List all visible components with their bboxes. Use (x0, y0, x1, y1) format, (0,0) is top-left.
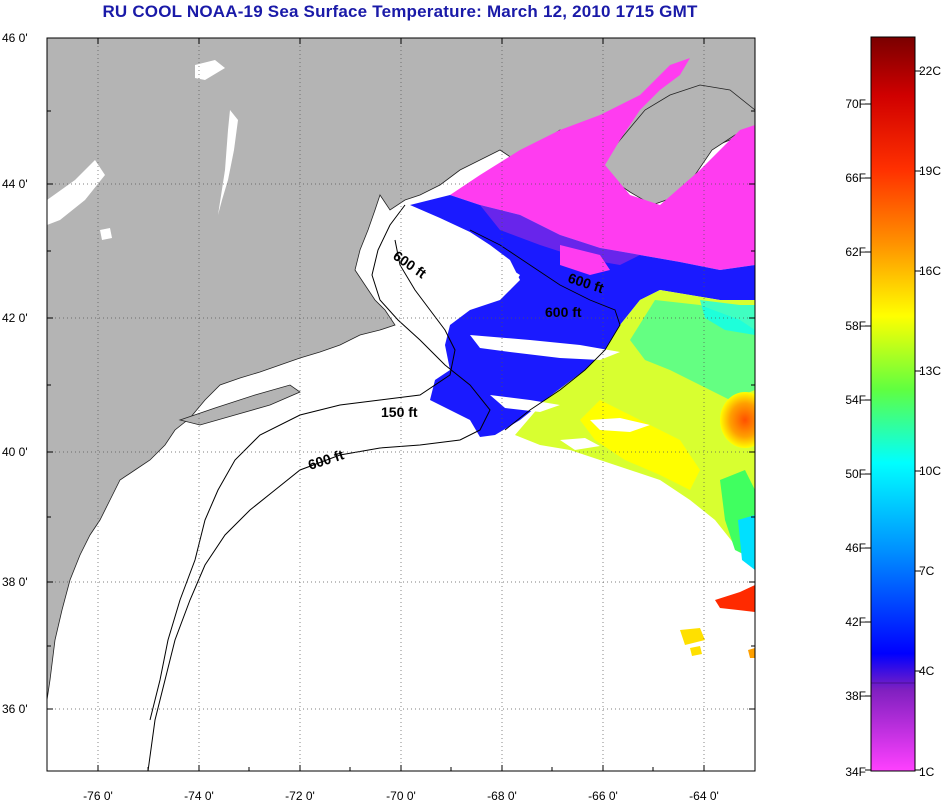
colorbar-f-label: 66F (845, 171, 866, 185)
lon-tick-label: -72 0' (285, 789, 315, 803)
colorbar-f-label: 46F (845, 541, 866, 555)
lat-tick-label: 42 0' (2, 311, 28, 325)
lon-tick-label: -74 0' (184, 789, 214, 803)
sst-hot-patch (715, 585, 755, 612)
lat-tick-label: 36 0' (2, 702, 28, 716)
lon-tick-label: -70 0' (386, 789, 416, 803)
colorbar-f-label: 70F (845, 97, 866, 111)
colorbar-c-label: 13C (919, 364, 941, 378)
contour-label: 600 ft (545, 304, 582, 320)
contour-600ft (147, 204, 491, 771)
contour-150ft (149, 239, 456, 721)
colorbar-f-label: 58F (845, 319, 866, 333)
sst-warm-eddy (720, 392, 755, 448)
lon-tick-label: -76 0' (83, 789, 113, 803)
colorbar-c-label: 1C (919, 765, 935, 779)
colorbar-f-label: 38F (845, 689, 866, 703)
lat-tick-label: 38 0' (2, 575, 28, 589)
colorbar-f-label: 62F (845, 245, 866, 259)
lat-tick-label: 40 0' (2, 445, 28, 459)
contour-label: 150 ft (381, 404, 418, 420)
sst-cold-magenta (450, 58, 755, 270)
colorbar-c-label: 7C (919, 564, 935, 578)
colorbar-f-label: 42F (845, 615, 866, 629)
sst-cold-blue (410, 195, 755, 437)
lat-tick-label: 46 0' (2, 31, 28, 45)
lon-tick-label: -68 0' (487, 789, 517, 803)
lon-tick-label: -64 0' (689, 789, 719, 803)
colorbar-f-label: 54F (845, 393, 866, 407)
colorbar-f-label: 50F (845, 467, 866, 481)
colorbar-c-label: 22C (919, 64, 941, 78)
colorbar-c-label: 10C (919, 464, 941, 478)
lat-tick-label: 44 0' (2, 177, 28, 191)
colorbar-c-label: 19C (919, 164, 941, 178)
map-title: RU COOL NOAA-19 Sea Surface Temperature:… (102, 2, 698, 21)
colorbar-c-label: 4C (919, 664, 935, 678)
colorbar-f-label: 34F (845, 765, 866, 779)
colorbar-c-label: 16C (919, 264, 941, 278)
land-long-island (178, 384, 301, 426)
colorbar (870, 36, 916, 772)
lon-tick-label: -66 0' (588, 789, 618, 803)
